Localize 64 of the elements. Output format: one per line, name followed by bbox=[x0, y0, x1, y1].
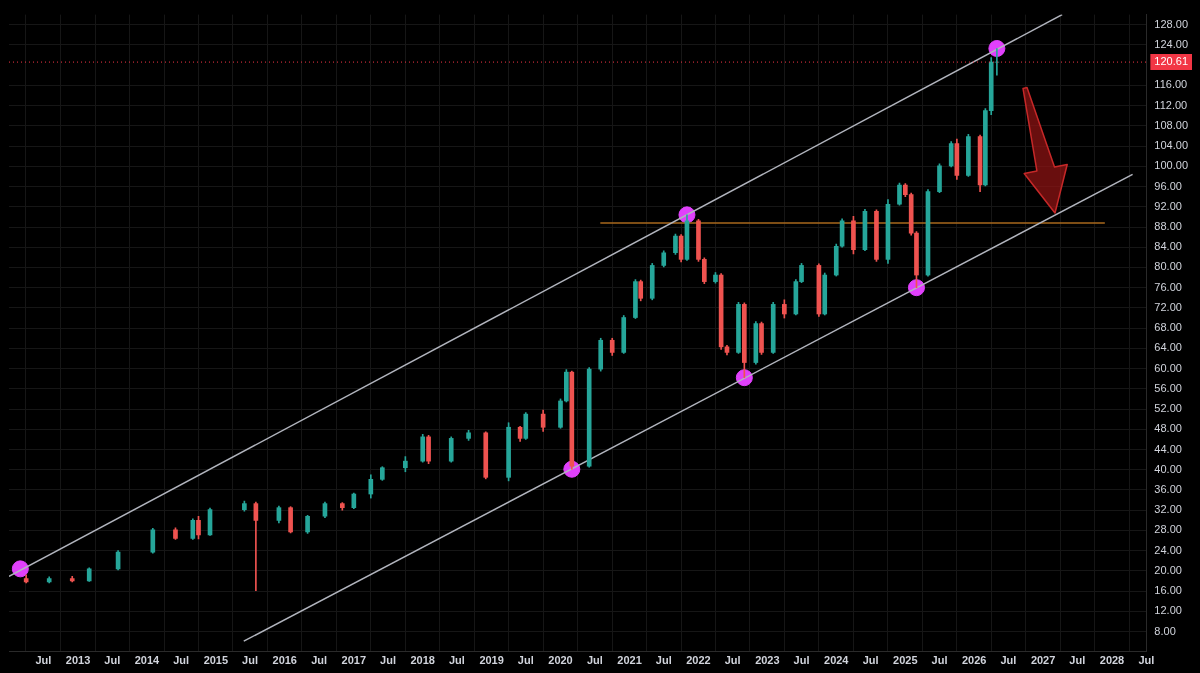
x-tick-label: Jul bbox=[862, 654, 879, 667]
y-tick-label: 20.00 bbox=[1154, 563, 1182, 576]
y-tick-label: 76.00 bbox=[1154, 280, 1182, 293]
y-tick-label: 88.00 bbox=[1154, 220, 1182, 233]
x-tick-label: 2025 bbox=[893, 654, 918, 667]
x-tick-label: Jul bbox=[1069, 654, 1086, 667]
x-tick-label: Jul bbox=[173, 654, 190, 667]
x-tick-label: Jul bbox=[380, 654, 396, 667]
y-tick-label: 56.00 bbox=[1154, 381, 1182, 394]
x-tick-label: 2026 bbox=[961, 654, 987, 667]
y-tick-label: 60.00 bbox=[1154, 361, 1182, 374]
y-tick-label: 112.00 bbox=[1154, 98, 1188, 111]
y-tick-label: 108.00 bbox=[1154, 118, 1189, 131]
x-tick-label: 2019 bbox=[479, 654, 504, 667]
y-tick-label: 24.00 bbox=[1154, 543, 1182, 556]
y-tick-label: 104.00 bbox=[1154, 139, 1189, 152]
y-tick-label: 84.00 bbox=[1154, 240, 1182, 253]
x-tick-label: Jul bbox=[1138, 654, 1155, 667]
x-tick-label: 2023 bbox=[755, 654, 780, 667]
x-tick-label: Jul bbox=[242, 654, 258, 667]
x-tick-label: Jul bbox=[724, 654, 741, 667]
y-tick-label: 68.00 bbox=[1154, 321, 1182, 334]
y-tick-label: 64.00 bbox=[1154, 341, 1182, 354]
y-tick-label: 92.00 bbox=[1154, 199, 1182, 212]
x-tick-label: 2024 bbox=[824, 654, 850, 667]
x-tick-label: 2014 bbox=[134, 654, 161, 667]
y-tick-label: 124.00 bbox=[1154, 37, 1189, 50]
x-tick-label: Jul bbox=[655, 654, 672, 667]
x-tick-label: 2027 bbox=[1030, 654, 1056, 667]
x-tick-label: Jul bbox=[586, 654, 603, 667]
x-tick-label: 2015 bbox=[203, 654, 229, 667]
y-tick-label: 8.00 bbox=[1154, 624, 1176, 637]
y-tick-label: 12.00 bbox=[1154, 604, 1182, 617]
y-tick-label: 116.00 bbox=[1154, 78, 1188, 91]
x-tick-label: 2022 bbox=[686, 654, 711, 667]
x-tick-label: 2020 bbox=[548, 654, 573, 667]
y-tick-label: 48.00 bbox=[1154, 422, 1182, 435]
x-tick-label: 2013 bbox=[65, 654, 91, 667]
x-tick-label: 2018 bbox=[410, 654, 435, 667]
x-tick-label: 2028 bbox=[1099, 654, 1125, 667]
y-tick-label: 44.00 bbox=[1154, 442, 1182, 455]
y-tick-label: 16.00 bbox=[1154, 584, 1182, 597]
x-tick-label: Jul bbox=[1000, 654, 1017, 667]
x-tick-label: 2021 bbox=[617, 654, 642, 667]
y-tick-label: 128.00 bbox=[1154, 17, 1189, 30]
y-tick-label: 72.00 bbox=[1154, 300, 1182, 313]
x-tick-label: Jul bbox=[793, 654, 810, 667]
y-tick-label: 40.00 bbox=[1154, 462, 1182, 475]
y-tick-label: 80.00 bbox=[1154, 260, 1182, 273]
x-tick-label: Jul bbox=[931, 654, 948, 667]
y-tick-label: 32.00 bbox=[1154, 503, 1182, 516]
x-tick-label: Jul bbox=[448, 654, 465, 667]
y-tick-label: 36.00 bbox=[1154, 483, 1182, 495]
y-tick-label: 100.00 bbox=[1154, 159, 1189, 172]
x-tick-label: Jul bbox=[311, 654, 328, 667]
x-tick-label: Jul bbox=[35, 654, 52, 667]
ref-line-label: 120.61 bbox=[1154, 55, 1189, 68]
x-tick-label: Jul bbox=[104, 654, 121, 667]
y-tick-label: 52.00 bbox=[1154, 402, 1182, 415]
y-tick-label: 28.00 bbox=[1154, 523, 1182, 536]
x-tick-label: 2016 bbox=[272, 654, 297, 667]
x-tick-label: 2017 bbox=[341, 654, 367, 667]
x-tick-label: Jul bbox=[517, 654, 534, 667]
y-tick-label: 96.00 bbox=[1154, 179, 1182, 192]
